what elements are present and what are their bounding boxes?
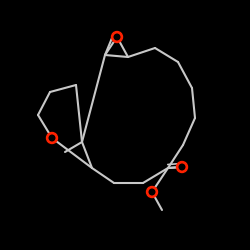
Circle shape bbox=[49, 135, 55, 141]
Circle shape bbox=[114, 34, 120, 40]
Circle shape bbox=[46, 132, 58, 143]
Circle shape bbox=[149, 189, 155, 195]
Circle shape bbox=[146, 186, 158, 198]
Circle shape bbox=[176, 162, 188, 172]
Circle shape bbox=[179, 164, 185, 170]
Circle shape bbox=[112, 32, 122, 42]
